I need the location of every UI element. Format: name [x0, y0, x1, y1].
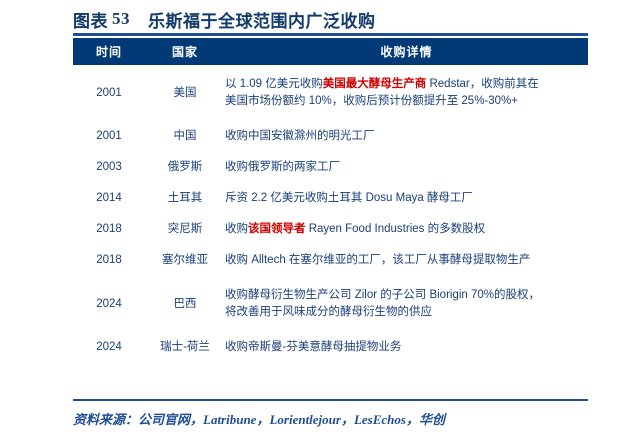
table-row: 2024 瑞士-荷兰 收购帝斯曼-芬美意酵母抽提物业务 — [73, 332, 588, 363]
cell-country: 突尼斯 — [167, 223, 203, 236]
cell-detail: 收购中国安徽滁州的明光工厂 — [225, 121, 588, 152]
detail-text: 收购俄罗斯的两家工厂 — [225, 161, 340, 174]
detail-line: 收购该国领导者 Rayen Food Industries 的多数股权 — [225, 221, 588, 238]
cell-detail: 以 1.09 亿美元收购美国最大酵母生产商 Redstar，收购前其在美国市场份… — [225, 65, 588, 121]
figure-title: 图表 53 乐斯福于全球范围内广泛收购 — [73, 6, 588, 32]
cell-country: 美国 — [173, 86, 197, 99]
detail-text: 收购帝斯曼-芬美意酵母抽提物业务 — [225, 341, 402, 354]
detail-highlight: 美国最大酵母生产商 — [322, 78, 427, 91]
figure-number: 53 — [112, 9, 130, 28]
cell-detail: 收购 Alltech 在塞尔维亚的工厂，该工厂从事酵母提取物生产 — [225, 245, 588, 276]
table-header-row: 时间 国家 收购详情 — [73, 38, 588, 65]
detail-text: 斥资 2.2 亿美元收购土耳其 Dosu Maya 酵母工厂 — [225, 192, 473, 205]
cell-time: 2014 — [96, 192, 122, 205]
cell-time: 2018 — [96, 254, 122, 267]
detail-text: 美国市场份额约 10%，收购后预计份额提升至 25%-30%+ — [225, 95, 518, 107]
cell-detail: 收购俄罗斯的两家工厂 — [225, 152, 588, 183]
column-header-time: 时间 — [73, 38, 145, 65]
cell-country: 土耳其 — [167, 192, 203, 205]
detail-text: 将改善用于风味成分的酵母衍生物的供应 — [225, 306, 432, 318]
cell-time: 2003 — [96, 161, 122, 174]
detail-line: 美国市场份额约 10%，收购后预计份额提升至 25%-30%+ — [225, 93, 588, 110]
cell-time: 2024 — [96, 341, 122, 354]
table-row: 2018 塞尔维亚 收购 Alltech 在塞尔维亚的工厂，该工厂从事酵母提取物生产 — [73, 245, 588, 276]
acquisitions-table: 时间 国家 收购详情 2001 美国 以 1.09 亿美元收购美国最大酵母生产商 R… — [73, 38, 588, 363]
detail-text: Rayen Food Industries 的多数股权 — [305, 223, 486, 236]
detail-highlight: 该国领导者 — [248, 223, 306, 236]
detail-line: 将改善用于风味成分的酵母衍生物的供应 — [225, 304, 588, 321]
detail-line: 收购帝斯曼-芬美意酵母抽提物业务 — [225, 339, 588, 356]
detail-text: Redstar，收购前其在 — [426, 78, 539, 91]
figure-label: 图表 — [73, 11, 108, 31]
table-row: 2001 美国 以 1.09 亿美元收购美国最大酵母生产商 Redstar，收购前其… — [73, 65, 588, 121]
table-row: 2014 土耳其 斥资 2.2 亿美元收购土耳其 Dosu Maya 酵母工厂 — [73, 183, 588, 214]
table-row: 2001 中国 收购中国安徽滁州的明光工厂 — [73, 121, 588, 152]
table-row: 2003 俄罗斯 收购俄罗斯的两家工厂 — [73, 152, 588, 183]
cell-time: 2001 — [96, 130, 122, 143]
detail-line: 收购中国安徽滁州的明光工厂 — [225, 128, 588, 145]
acquisitions-table-wrapper: 时间 国家 收购详情 2001 美国 以 1.09 亿美元收购美国最大酵母生产商 R… — [73, 38, 588, 363]
table-row: 2024 巴西 收购酵母衍生物生产公司 Zilor 的子公司 Biorigin 70… — [73, 276, 588, 332]
detail-line: 收购 Alltech 在塞尔维亚的工厂，该工厂从事酵母提取物生产 — [225, 252, 588, 269]
detail-text: 收购 — [225, 223, 248, 236]
cell-time: 2024 — [96, 297, 122, 310]
column-header-country: 国家 — [145, 38, 225, 65]
detail-line: 以 1.09 亿美元收购美国最大酵母生产商 Redstar，收购前其在 — [225, 76, 588, 93]
detail-line: 收购酵母衍生物生产公司 Zilor 的子公司 Biorigin 70%的股权， — [225, 287, 588, 304]
cell-country: 塞尔维亚 — [162, 254, 208, 267]
cell-detail: 斥资 2.2 亿美元收购土耳其 Dosu Maya 酵母工厂 — [225, 183, 588, 214]
column-header-detail: 收购详情 — [225, 38, 588, 65]
detail-text: 收购 Alltech 在塞尔维亚的工厂，该工厂从事酵母提取物生产 — [225, 254, 531, 267]
title-divider — [73, 33, 588, 36]
cell-detail: 收购帝斯曼-芬美意酵母抽提物业务 — [225, 332, 588, 363]
footer-divider — [73, 399, 588, 401]
cell-time: 2001 — [96, 86, 122, 99]
detail-text: 收购酵母衍生物生产公司 Zilor 的子公司 Biorigin 70%的股权， — [225, 289, 541, 302]
detail-line: 斥资 2.2 亿美元收购土耳其 Dosu Maya 酵母工厂 — [225, 190, 588, 207]
page-title: 乐斯福于全球范围内广泛收购 — [148, 11, 376, 31]
cell-country: 巴西 — [173, 297, 197, 310]
table-body: 2001 美国 以 1.09 亿美元收购美国最大酵母生产商 Redstar，收购前其… — [73, 65, 588, 363]
detail-line: 收购俄罗斯的两家工厂 — [225, 159, 588, 176]
cell-time: 2018 — [96, 223, 122, 236]
cell-country: 瑞士-荷兰 — [160, 341, 210, 354]
table-row: 2018 突尼斯 收购该国领导者 Rayen Food Industries 的多数… — [73, 214, 588, 245]
source-note: 资料来源：公司官网，Latribune，Lorientlejour，LesEch… — [73, 412, 445, 427]
cell-country: 中国 — [173, 130, 197, 143]
detail-text: 收购中国安徽滁州的明光工厂 — [225, 130, 375, 143]
cell-detail: 收购酵母衍生物生产公司 Zilor 的子公司 Biorigin 70%的股权， 将… — [225, 276, 588, 332]
table-header: 时间 国家 收购详情 — [73, 38, 588, 65]
cell-country: 俄罗斯 — [167, 161, 203, 174]
cell-detail: 收购该国领导者 Rayen Food Industries 的多数股权 — [225, 214, 588, 245]
detail-text: 以 1.09 亿美元收购 — [225, 78, 323, 91]
